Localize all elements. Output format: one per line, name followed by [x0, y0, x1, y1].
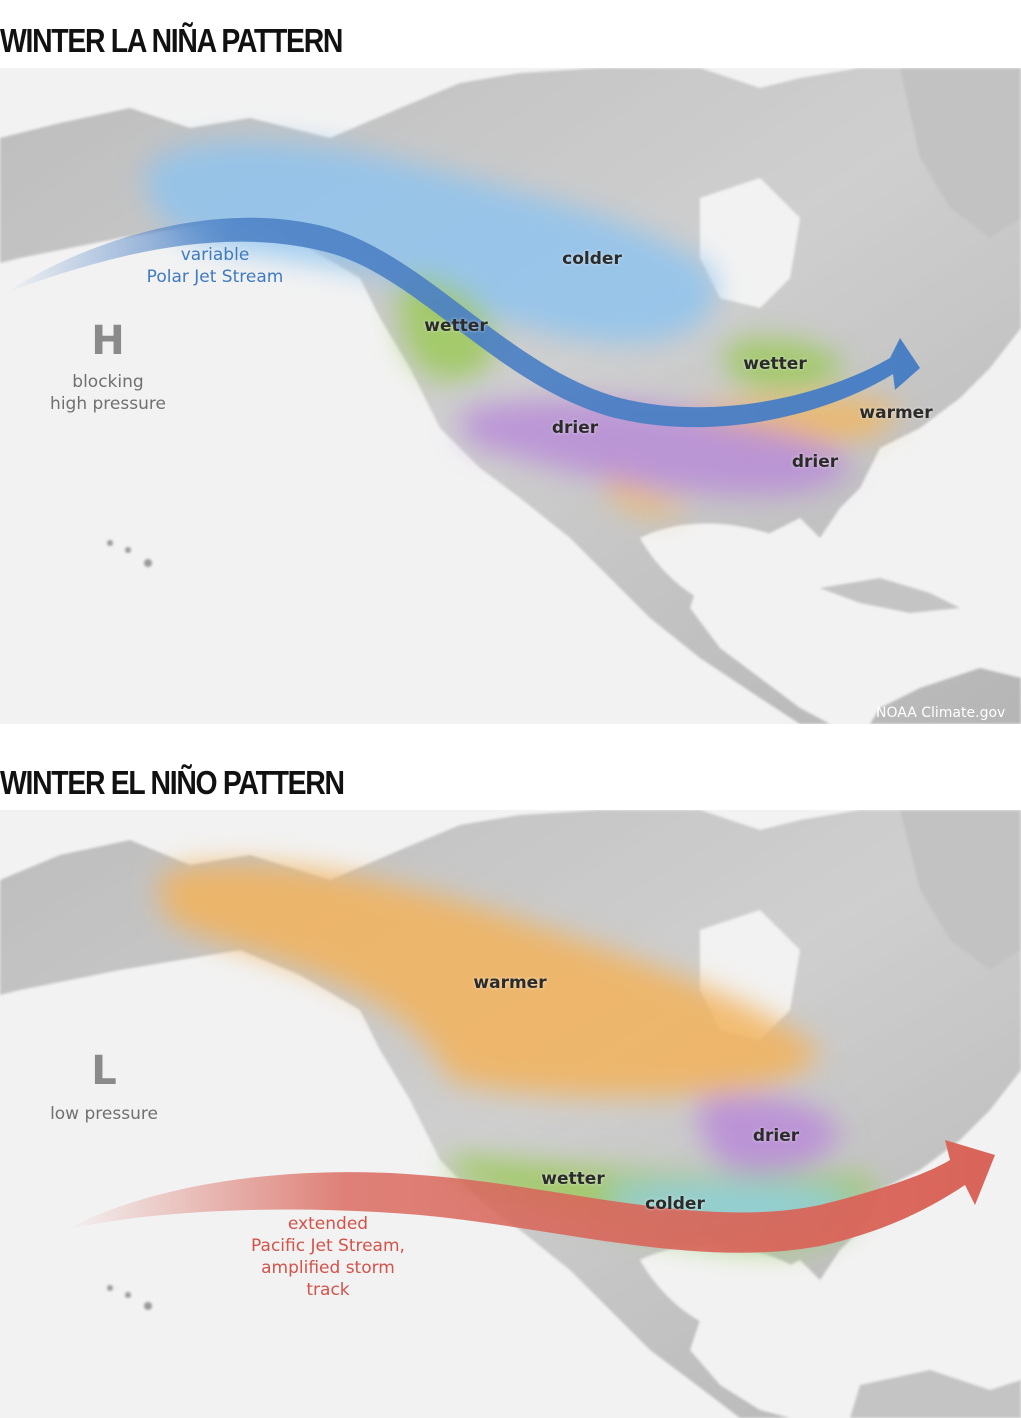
wetter-ohio-region	[724, 339, 845, 389]
region-label-wetter-ohio: wetter	[743, 353, 807, 374]
landmass	[0, 68, 1021, 724]
drier-ohio-region	[698, 1096, 840, 1174]
la-nina-map: variable Polar Jet Stream H blocking hig…	[0, 68, 1021, 724]
el-nino-title: WINTER EL NIÑO PATTERN	[0, 764, 345, 801]
region-label-wetter-nw: wetter	[424, 315, 488, 336]
warmer-region	[158, 863, 820, 1097]
polar-jet-stream-arrow	[5, 217, 920, 428]
region-label-drier-sw: drier	[551, 417, 599, 438]
jet-stream-label: extended Pacific Jet Stream, amplified s…	[251, 1213, 405, 1301]
pressure-text-line1: blocking	[72, 371, 144, 392]
region-label-drier-se: drier	[791, 451, 839, 472]
region-label-drier: drier	[752, 1125, 800, 1146]
region-label-colder: colder	[645, 1193, 705, 1214]
region-label-wetter: wetter	[541, 1168, 605, 1189]
high-pressure-letter: H	[91, 317, 125, 364]
region-label-warmer: warmer	[859, 402, 933, 423]
pacific-jet-stream-arrow	[65, 1140, 995, 1253]
low-pressure-letter: L	[91, 1047, 117, 1094]
colder-region	[146, 140, 717, 344]
pressure-text-line1: low pressure	[50, 1103, 158, 1124]
jet-stream-label: variable Polar Jet Stream	[146, 244, 284, 287]
region-label-warmer: warmer	[473, 972, 547, 993]
la-nina-map-graphic	[0, 68, 1021, 724]
pressure-marker: H blocking high pressure	[50, 321, 166, 415]
region-label-colder: colder	[562, 248, 622, 269]
drier-region	[459, 399, 850, 496]
credit-label: NOAA Climate.gov	[876, 705, 1006, 721]
el-nino-map-graphic	[0, 810, 1021, 1418]
pressure-marker: L low pressure	[50, 1051, 158, 1125]
el-nino-map: L low pressure warmer drier wetter colde…	[0, 810, 1021, 1418]
la-nina-title: WINTER LA NIÑA PATTERN	[0, 22, 343, 59]
pressure-text-line2: high pressure	[50, 394, 166, 414]
